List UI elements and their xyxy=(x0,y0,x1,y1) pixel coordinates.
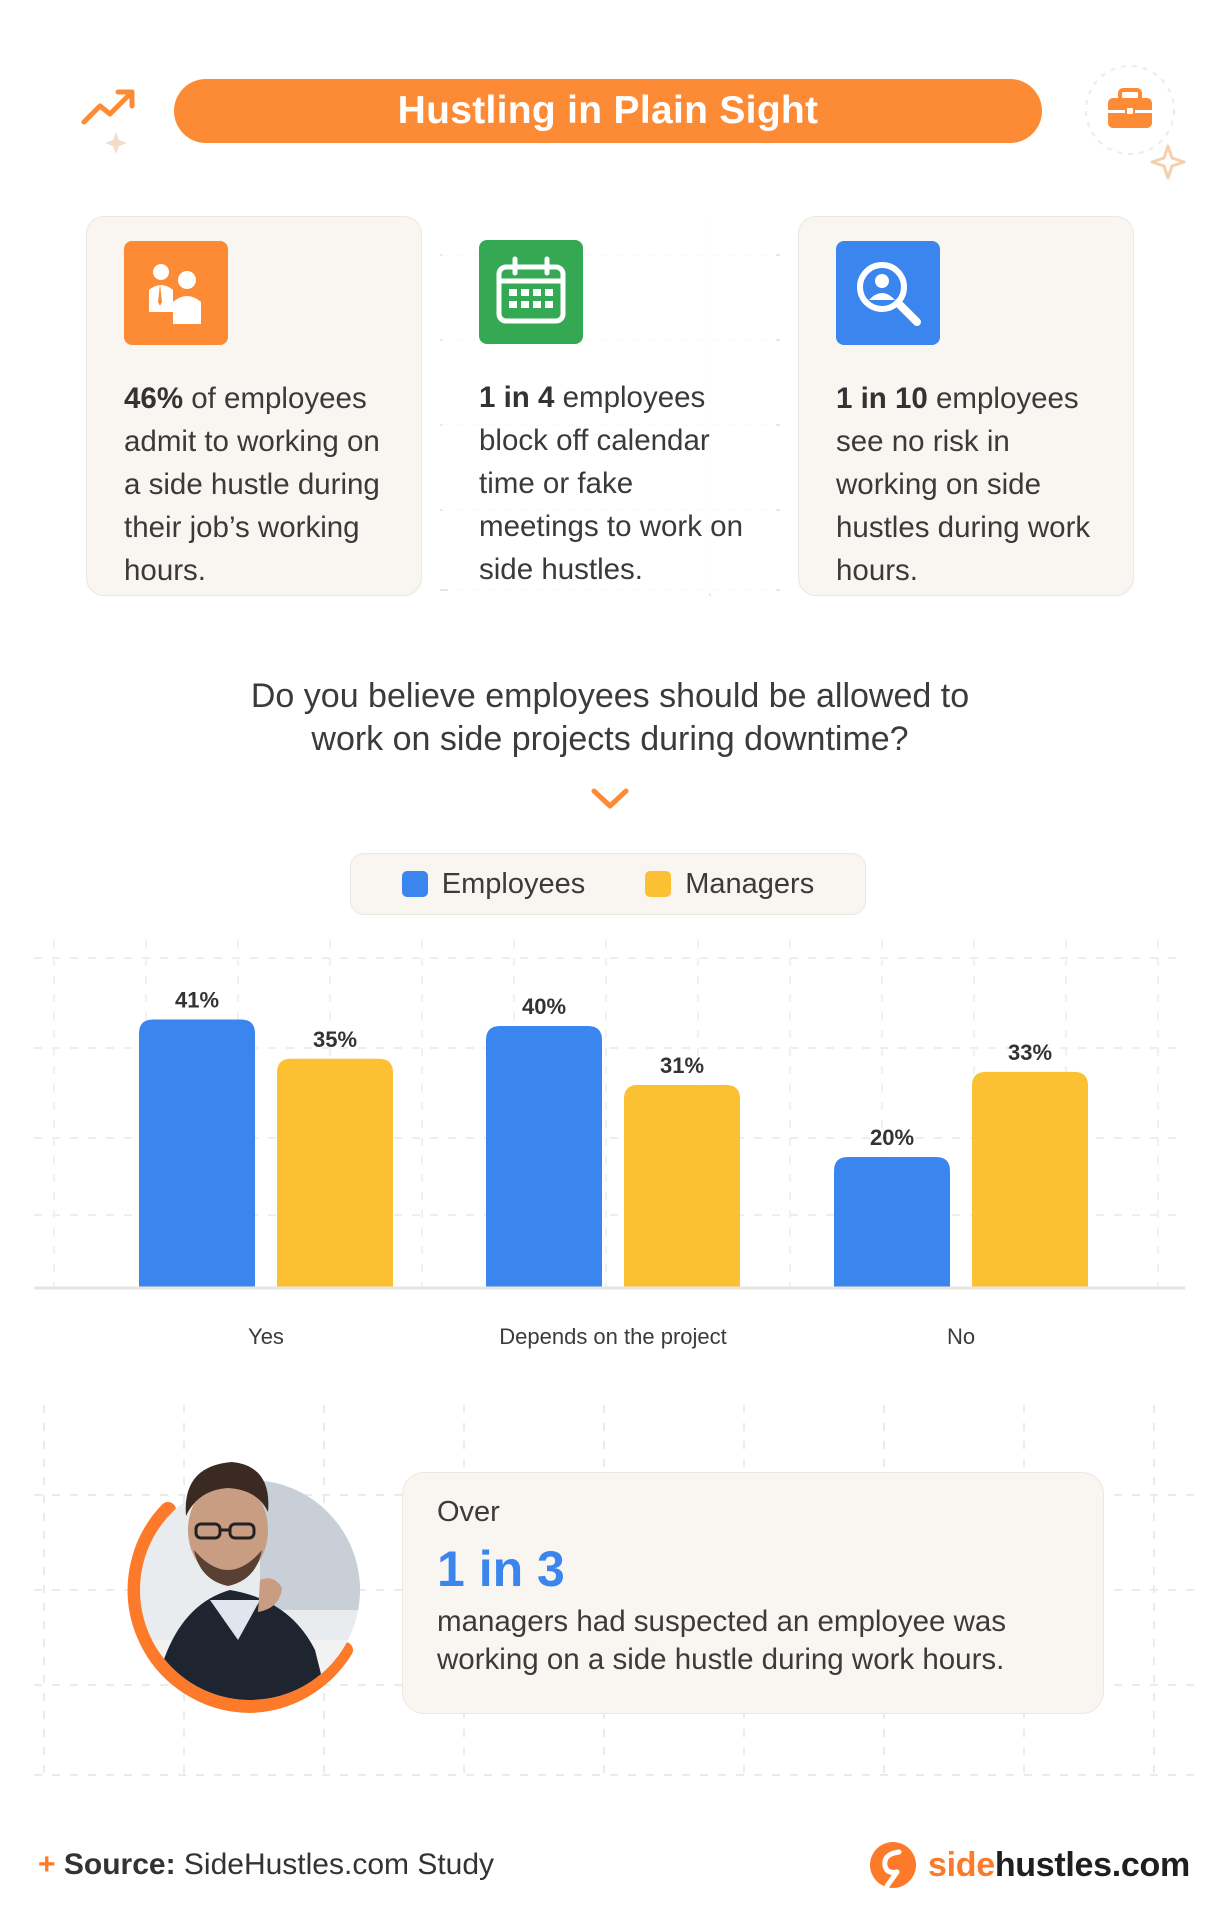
stat-card-2: 1 in 4 employees block off calendar time… xyxy=(442,216,776,594)
legend-employees: Employees xyxy=(401,867,586,901)
legend-swatch-managers xyxy=(645,871,672,897)
callout-card xyxy=(402,1472,1104,1714)
chart-bars xyxy=(139,1019,1088,1288)
stat-body-2: employees block off calendar time or fak… xyxy=(479,381,743,586)
logo-text-side: side xyxy=(928,1845,995,1884)
category-label-0: Yes xyxy=(248,1324,284,1349)
bar-managers-2 xyxy=(972,1071,1088,1288)
magnifier-user-icon xyxy=(836,241,940,345)
stat-bold-2: 1 in 4 xyxy=(479,381,555,414)
source-text: SideHustles.com Study xyxy=(175,1848,495,1881)
legend-swatch-employees xyxy=(401,871,428,897)
source-note: + Source: SideHustles.com Study xyxy=(38,1848,494,1882)
brand-logo: sidehustles.com xyxy=(868,1840,1190,1890)
stat-body-3: employees see no risk in working on side… xyxy=(836,382,1091,587)
people-icon xyxy=(124,241,228,345)
stat-card-3: 1 in 10 employees see no risk in working… xyxy=(798,216,1134,596)
question-line-1: Do you believe employees should be allow… xyxy=(250,677,970,715)
data-label-employees-1: 40% xyxy=(522,994,566,1019)
legend-managers: Managers xyxy=(645,868,814,901)
logo-text-rest: hustles.com xyxy=(994,1845,1190,1884)
bar-chart: 41% 35% Yes 40% 31% Depends on the project 20%… xyxy=(34,940,1185,1349)
chart-question: Do you believe employees should be allow… xyxy=(150,675,1070,761)
logo-text: sidehustles.com xyxy=(928,1846,1190,1885)
stat-text-3: 1 in 10 employees see no risk in working… xyxy=(836,377,1106,592)
callout-prefix: Over xyxy=(437,1496,500,1528)
bar-managers-1 xyxy=(624,1084,740,1288)
bar-managers-0 xyxy=(277,1058,393,1288)
stat-bold-1: 46% xyxy=(124,382,184,415)
chart-legend: Employees Managers xyxy=(350,853,866,915)
bar-employees-0 xyxy=(139,1019,255,1288)
manager-portrait xyxy=(127,1462,360,1713)
legend-label-employees: Employees xyxy=(441,867,586,900)
bar-employees-1 xyxy=(486,1026,602,1288)
legend-label-managers: Managers xyxy=(685,867,815,900)
data-label-managers-2: 33% xyxy=(1008,1040,1052,1065)
question-line-2: work on side projects during downtime? xyxy=(311,720,909,758)
trend-up-icon xyxy=(81,89,135,154)
stat-body-1: of employees admit to working on a side … xyxy=(124,382,380,587)
data-label-employees-0: 41% xyxy=(175,987,219,1012)
data-label-employees-2: 20% xyxy=(870,1125,914,1150)
callout-text: managers had suspected an employee was w… xyxy=(437,1605,1007,1676)
page-title: Hustling in Plain Sight xyxy=(174,79,1042,143)
stat-card-1: 46% of employees admit to working on a s… xyxy=(86,216,422,596)
stat-bold-3: 1 in 10 xyxy=(836,382,928,415)
data-label-managers-1: 31% xyxy=(660,1053,704,1078)
data-label-managers-0: 35% xyxy=(313,1027,357,1052)
chart-labels: 41% 35% Yes 40% 31% Depends on the project 20%… xyxy=(175,987,1052,1349)
stat-text-2: 1 in 4 employees block off calendar time… xyxy=(479,376,749,591)
plus-icon: + xyxy=(38,1848,56,1881)
chevron-down-icon xyxy=(591,788,629,809)
logo-mark-icon xyxy=(870,1842,916,1889)
category-label-1: Depends on the project xyxy=(499,1324,727,1349)
category-label-2: No xyxy=(947,1324,975,1349)
bar-employees-2 xyxy=(834,1157,950,1288)
stat-text-1: 46% of employees admit to working on a s… xyxy=(124,377,394,592)
callout-highlight: 1 in 3 xyxy=(437,1541,565,1597)
briefcase-icon xyxy=(1085,65,1186,180)
source-label: Source: xyxy=(63,1848,176,1881)
calendar-icon xyxy=(479,240,583,344)
